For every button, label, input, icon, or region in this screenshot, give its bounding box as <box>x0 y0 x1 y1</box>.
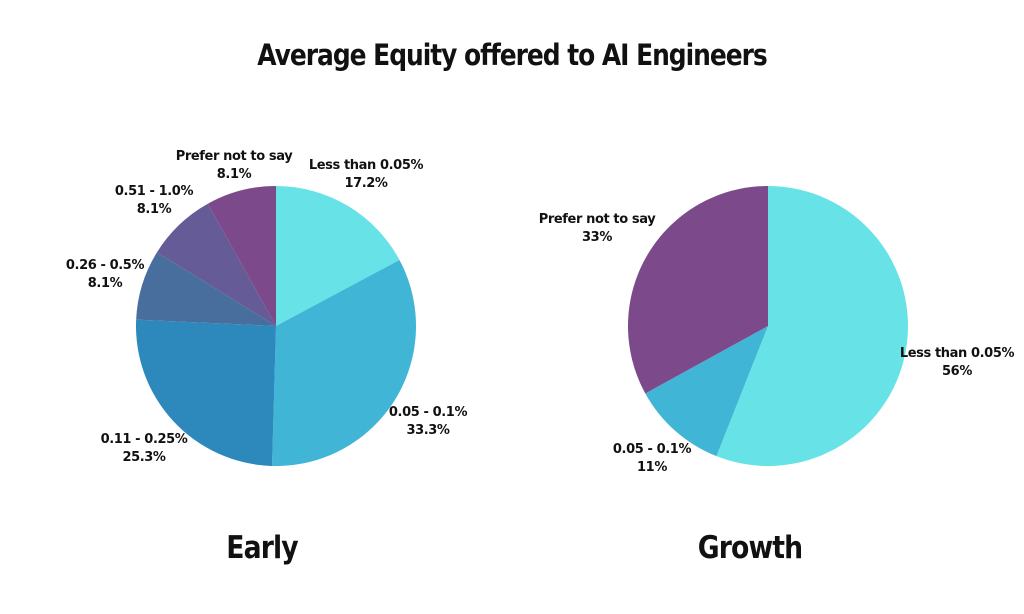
pie-slice-early-0-51-1-0 <box>156 203 276 326</box>
slice-label-early-0-26-0-5: 0.26 - 0.5% <box>66 258 145 273</box>
pie-slice-growth-0-05-0-1 <box>645 326 768 457</box>
pie-slice-early-0-26-0-5 <box>136 252 276 326</box>
slice-value-early-prefer-not-to-say: 8.1% <box>217 167 252 182</box>
chart-title: Average Equity offered to AI Engineers <box>257 38 767 72</box>
slice-label-early-0-05-0-1: 0.05 - 0.1% <box>389 405 468 420</box>
slice-label-growth-0-05-0-1: 0.05 - 0.1% <box>613 442 692 457</box>
slice-value-early-0-11-0-25: 25.3% <box>122 450 165 465</box>
slice-value-early-0-51-1-0: 8.1% <box>137 202 172 217</box>
pie-early: Less than 0.05% 17.2% 0.05 - 0.1% 33.3% 0.11… <box>66 149 468 466</box>
slice-value-growth-less-than-0-05: 56% <box>942 364 972 379</box>
slice-value-early-0-26-0-5: 8.1% <box>88 276 123 291</box>
slice-value-growth-0-05-0-1: 11% <box>637 460 667 475</box>
pie-slice-growth-less-than-0-05 <box>716 186 908 466</box>
pie-slice-growth-prefer-not-to-say <box>628 186 768 394</box>
slice-value-growth-prefer-not-to-say: 33% <box>582 230 612 245</box>
pie-title-growth: Growth <box>697 530 803 566</box>
pie-slice-early-0-11-0-25 <box>136 319 276 466</box>
slice-label-early-prefer-not-to-say: Prefer not to say <box>176 149 293 164</box>
slice-value-early-0-05-0-1: 33.3% <box>406 423 449 438</box>
slice-label-early-less-than-0-05: Less than 0.05% <box>309 158 424 173</box>
slice-value-early-less-than-0-05: 17.2% <box>344 176 387 191</box>
pie-slice-early-prefer-not-to-say <box>207 186 276 326</box>
slice-label-early-0-11-0-25: 0.11 - 0.25% <box>101 432 188 447</box>
pie-slice-early-0-05-0-1 <box>272 259 416 466</box>
slice-label-growth-less-than-0-05: Less than 0.05% <box>900 346 1015 361</box>
slice-label-growth-prefer-not-to-say: Prefer not to say <box>539 212 656 227</box>
pie-slice-early-less-than-0-05 <box>276 186 400 326</box>
slice-label-early-0-51-1-0: 0.51 - 1.0% <box>115 184 194 199</box>
pie-title-early: Early <box>226 530 298 566</box>
pie-growth: Less than 0.05% 56% 0.05 - 0.1% 11% Prefer n… <box>539 186 1015 475</box>
